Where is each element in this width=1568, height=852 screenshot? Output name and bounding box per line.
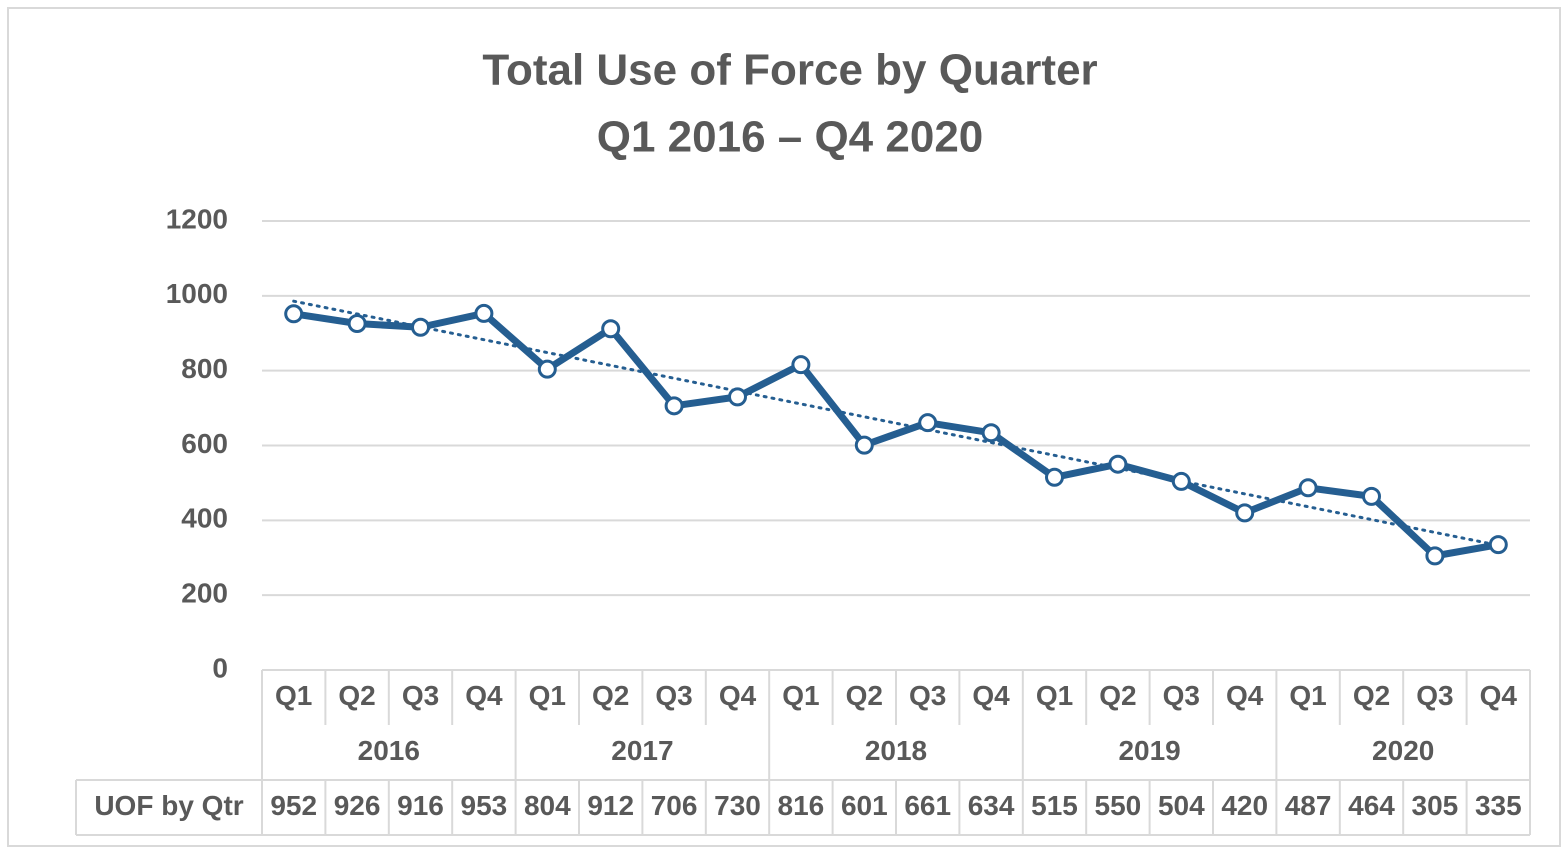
point-marker <box>791 355 811 375</box>
y-tick-label: 200 <box>181 578 228 609</box>
point-marker <box>601 319 621 339</box>
table-value: 953 <box>461 790 508 821</box>
trendline <box>292 299 1500 547</box>
x-group-label: 2019 <box>1118 735 1180 766</box>
x-tick-label: Q2 <box>846 680 883 711</box>
table-value: 634 <box>968 790 1015 821</box>
point-marker <box>1298 478 1318 498</box>
point-marker <box>474 303 494 323</box>
table-value: 464 <box>1348 790 1395 821</box>
table-value: 952 <box>270 790 317 821</box>
x-group-label: 2016 <box>358 735 420 766</box>
table-value: 816 <box>778 790 825 821</box>
point-marker <box>411 317 430 337</box>
table-value: 661 <box>904 790 951 821</box>
x-tick-label: Q4 <box>1480 680 1518 711</box>
y-tick-label: 800 <box>181 353 228 384</box>
point-marker <box>918 413 938 433</box>
x-tick-label: Q1 <box>1036 680 1073 711</box>
point-marker <box>664 396 684 416</box>
x-tick-label: Q4 <box>1226 680 1264 711</box>
chart-title: Total Use of Force by Quarter <box>482 46 1097 95</box>
y-tick-label: 1000 <box>166 278 228 309</box>
x-tick-label: Q3 <box>1163 680 1200 711</box>
table-value: 550 <box>1095 790 1142 821</box>
x-tick-label: Q3 <box>909 680 946 711</box>
x-tick-label: Q2 <box>1099 680 1136 711</box>
x-group-label: 2020 <box>1372 735 1434 766</box>
table-series-name: UOF by Qtr <box>94 790 243 821</box>
table-value: 504 <box>1158 790 1205 821</box>
x-tick-label: Q4 <box>465 680 503 711</box>
point-marker <box>1235 503 1255 523</box>
x-tick-label: Q4 <box>719 680 757 711</box>
chart-frame <box>7 7 1561 847</box>
x-group-label: 2018 <box>865 735 927 766</box>
x-tick-label: Q3 <box>1416 680 1453 711</box>
table-value: 305 <box>1412 790 1459 821</box>
x-tick-label: Q3 <box>402 680 439 711</box>
table-value: 487 <box>1285 790 1332 821</box>
point-marker <box>284 304 304 324</box>
point-marker <box>1045 467 1064 487</box>
table-value: 335 <box>1475 790 1522 821</box>
point-marker <box>347 314 367 334</box>
point-marker <box>1425 546 1445 566</box>
x-tick-label: Q2 <box>592 680 629 711</box>
x-tick-label: Q1 <box>529 680 566 711</box>
x-tick-label: Q2 <box>1353 680 1390 711</box>
series-line <box>293 309 1499 560</box>
point-marker <box>1362 486 1381 506</box>
y-tick-label: 1200 <box>166 203 228 234</box>
x-tick-label: Q1 <box>275 680 312 711</box>
chart-subtitle: Q1 2016 – Q4 2020 <box>597 113 984 162</box>
table-value: 515 <box>1031 790 1078 821</box>
point-marker <box>537 359 557 379</box>
table-value: 601 <box>841 790 888 821</box>
point-marker <box>981 423 1001 443</box>
table-value: 912 <box>587 790 634 821</box>
point-marker <box>1171 471 1191 491</box>
x-tick-label: Q2 <box>338 680 375 711</box>
point-marker <box>1488 535 1508 555</box>
table-value: 926 <box>334 790 381 821</box>
table-value: 730 <box>714 790 761 821</box>
x-tick-label: Q1 <box>1289 680 1326 711</box>
y-tick-label: 600 <box>181 428 228 459</box>
y-tick-label: 400 <box>181 503 228 534</box>
table-value: 706 <box>651 790 698 821</box>
table-value: 916 <box>397 790 444 821</box>
table-value: 420 <box>1221 790 1268 821</box>
x-group-label: 2017 <box>611 735 673 766</box>
y-tick-label: 0 <box>212 652 228 683</box>
point-marker <box>728 387 747 407</box>
x-tick-label: Q1 <box>782 680 819 711</box>
x-tick-label: Q3 <box>655 680 692 711</box>
x-tick-label: Q4 <box>972 680 1010 711</box>
point-marker <box>1108 454 1128 474</box>
point-marker <box>854 435 874 455</box>
table-value: 804 <box>524 790 571 821</box>
